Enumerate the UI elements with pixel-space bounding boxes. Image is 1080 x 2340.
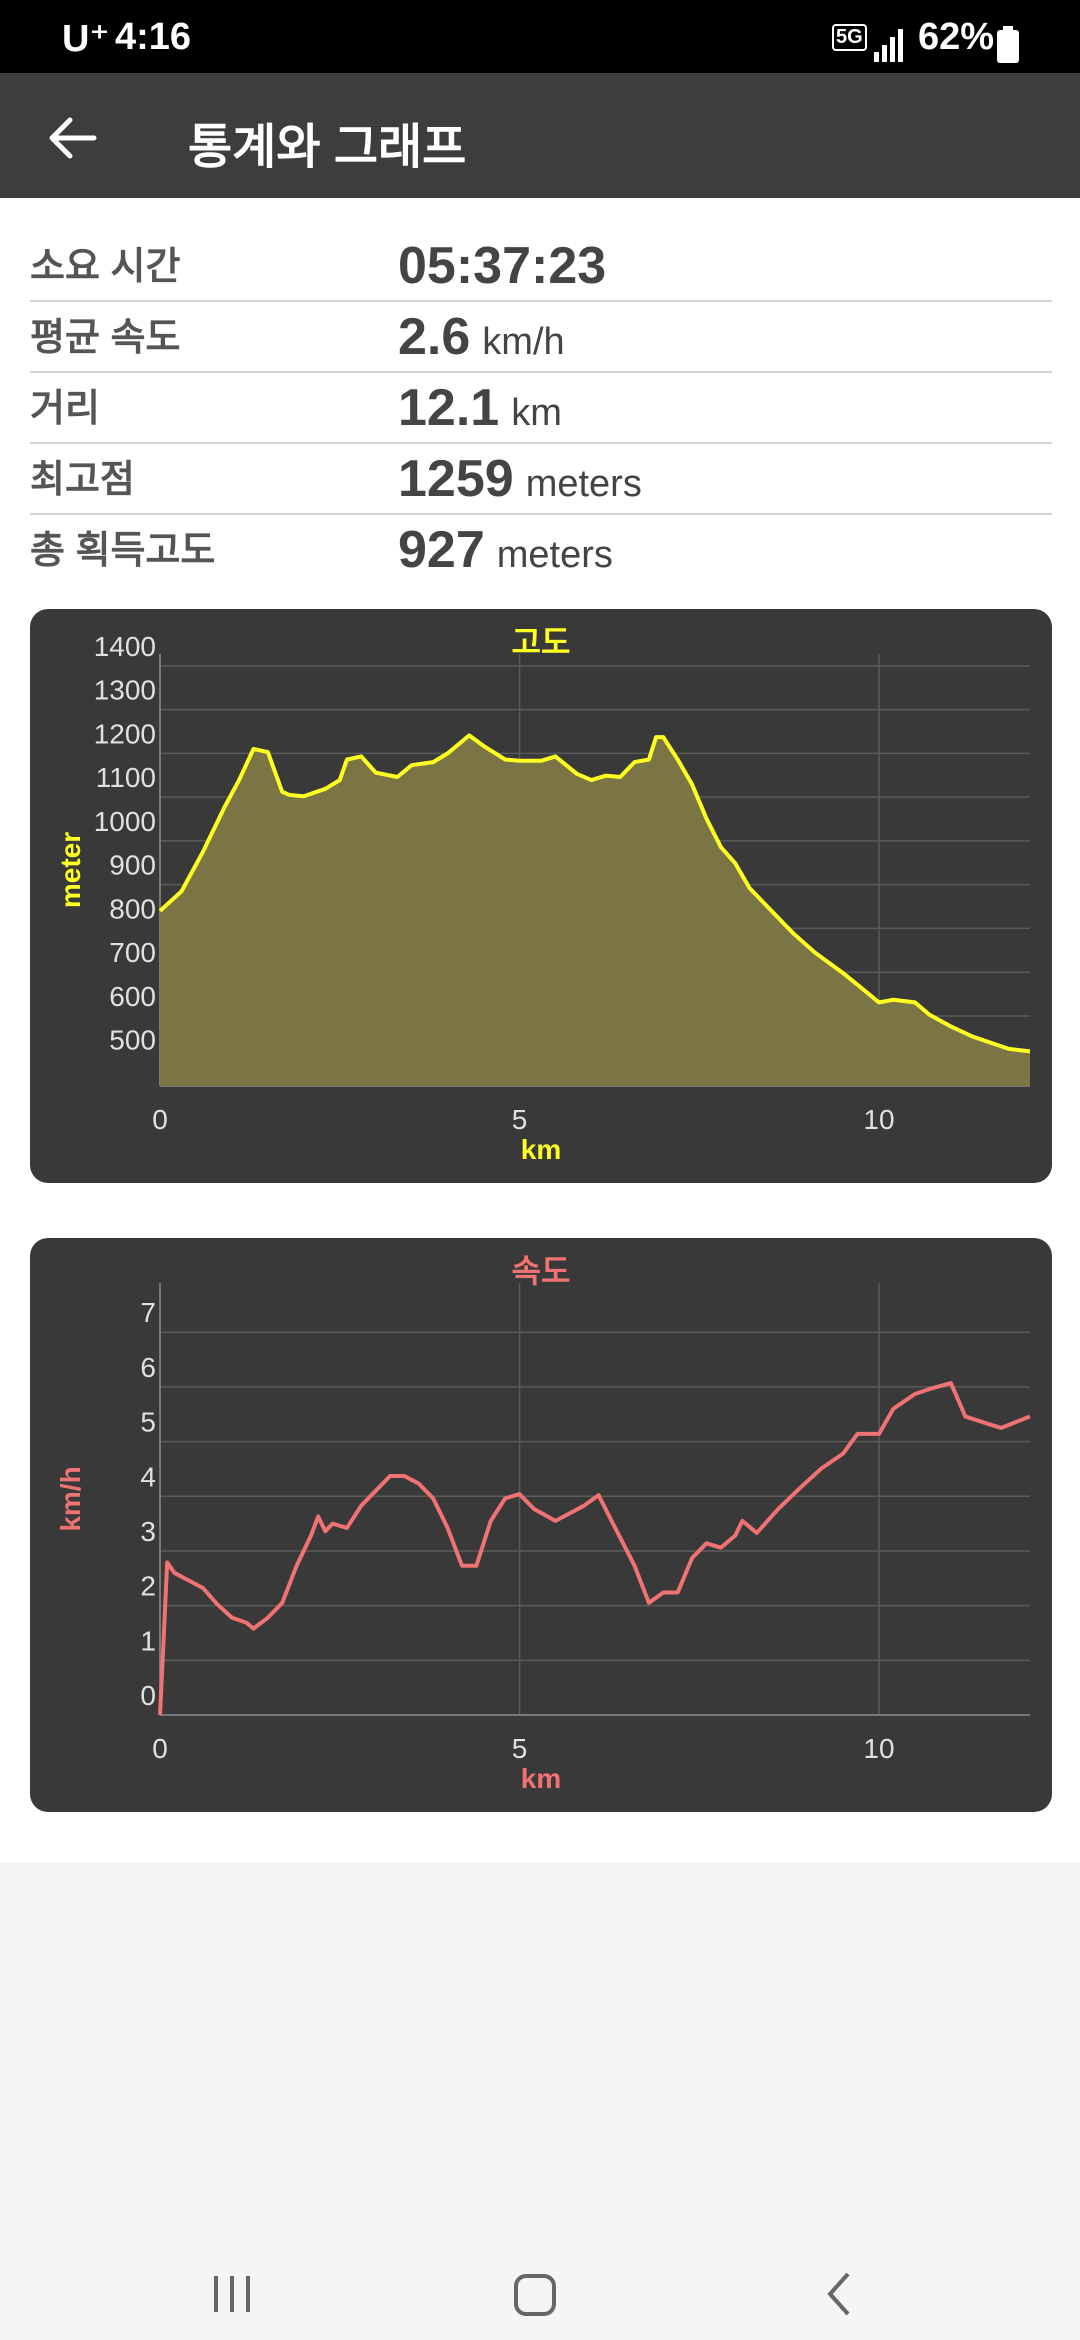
y-tick-label: 700 — [109, 937, 156, 968]
back-nav-button[interactable] — [827, 2272, 850, 2316]
signal-icon — [874, 29, 903, 62]
stat-row: 총 획득고도 927 meters — [30, 513, 1052, 584]
x-tick-label: 5 — [512, 1733, 528, 1764]
stat-unit: meters — [525, 463, 642, 505]
area — [160, 735, 1030, 1086]
y-tick-label: 600 — [109, 981, 156, 1012]
stat-value-box: 2.6 km/h — [398, 307, 565, 367]
x-axis-label: km — [521, 1763, 561, 1794]
y-tick-label: 1100 — [96, 762, 156, 793]
stat-value-box: 1259 meters — [398, 449, 642, 509]
stat-unit: km/h — [482, 321, 565, 363]
network: 5G — [832, 24, 867, 51]
y-tick-label: 7 — [140, 1297, 156, 1328]
speed-chart: 0 1 2 3 4 5 6 7 0 5 10 속도 km km/h — [30, 1238, 1052, 1812]
carrier: U⁺ — [62, 18, 110, 60]
line — [158, 733, 1031, 1054]
y-tick-label: 6 — [140, 1352, 156, 1383]
content: 소요 시간 05:37:23 평균 속도 2.6 km/h 거리 12.1 km 최고점 1259… — [0, 198, 1080, 1862]
stat-row: 최고점 1259 meters — [30, 442, 1052, 515]
back-button[interactable] — [44, 113, 104, 163]
stat-value-box: 05:37:23 — [398, 236, 606, 296]
stat-label: 소요 시간 — [30, 246, 181, 288]
app-bar: 통계와 그래프 — [0, 73, 1080, 198]
chart-title: 속도 — [512, 1253, 571, 1289]
y-tick-label: 1000 — [94, 806, 156, 837]
stat-row: 평균 속도 2.6 km/h — [30, 300, 1052, 373]
stat-value: 1259 — [398, 450, 514, 508]
y-tick-label: 1300 — [94, 675, 156, 706]
recent-apps-button[interactable] — [214, 2276, 250, 2312]
y-tick-label: 4 — [140, 1461, 156, 1492]
stat-value: 2.6 — [398, 308, 471, 366]
y-tick-label: 0 — [140, 1680, 156, 1711]
y-tick-label: 1400 — [94, 631, 156, 662]
stat-label: 총 획득고도 — [30, 530, 216, 572]
x-tick-label: 0 — [152, 1104, 168, 1135]
battery-icon — [997, 26, 1019, 63]
chart-title: 고도 — [512, 624, 571, 660]
y-tick-label: 5 — [140, 1407, 156, 1438]
y-tick-label: 3 — [140, 1516, 156, 1547]
stat-value-box: 12.1 km — [398, 378, 562, 438]
status-bar: U⁺ 4:16 5G 62% — [0, 0, 1080, 73]
app-title: 통계와 그래프 — [188, 121, 467, 174]
y-tick-label: 1 — [140, 1625, 156, 1656]
y-tick-label: 900 — [109, 850, 156, 881]
home-button[interactable] — [514, 2274, 556, 2316]
y-axis-label: meter — [55, 832, 86, 908]
x-tick-label: 5 — [512, 1104, 528, 1135]
y-tick-label: 800 — [109, 893, 156, 924]
stat-row: 소요 시간 05:37:23 — [30, 229, 1052, 302]
stat-value-box: 927 meters — [398, 520, 613, 580]
stat-row: 거리 12.1 km — [30, 371, 1052, 444]
stat-label: 거리 — [30, 388, 100, 430]
y-tick-label: 1200 — [94, 718, 156, 749]
stat-value: 12.1 — [398, 379, 500, 437]
stat-unit: km — [511, 392, 562, 434]
x-axis-label: km — [521, 1134, 561, 1165]
y-tick-label: 500 — [109, 1025, 156, 1056]
y-axis-label: km/h — [55, 1466, 86, 1531]
clock: 4:16 — [115, 16, 192, 58]
y-tick-label: 2 — [140, 1571, 156, 1602]
x-tick-label: 10 — [863, 1733, 894, 1764]
stat-label: 최고점 — [30, 459, 135, 501]
x-tick-label: 0 — [152, 1733, 168, 1764]
nav-bar — [214, 2272, 850, 2316]
stat-value: 05:37:23 — [398, 237, 607, 295]
x-tick-label: 10 — [863, 1104, 894, 1135]
stat-value: 927 — [398, 521, 485, 579]
stat-label: 평균 속도 — [30, 317, 181, 359]
stat-unit: meters — [496, 534, 613, 576]
elevation-chart: 500 600 700 800 900 1000 1100 1200 1300 1400 0 5 10 고… — [30, 609, 1052, 1183]
line — [158, 1381, 1031, 1716]
battery-percent: 62% — [918, 16, 995, 58]
